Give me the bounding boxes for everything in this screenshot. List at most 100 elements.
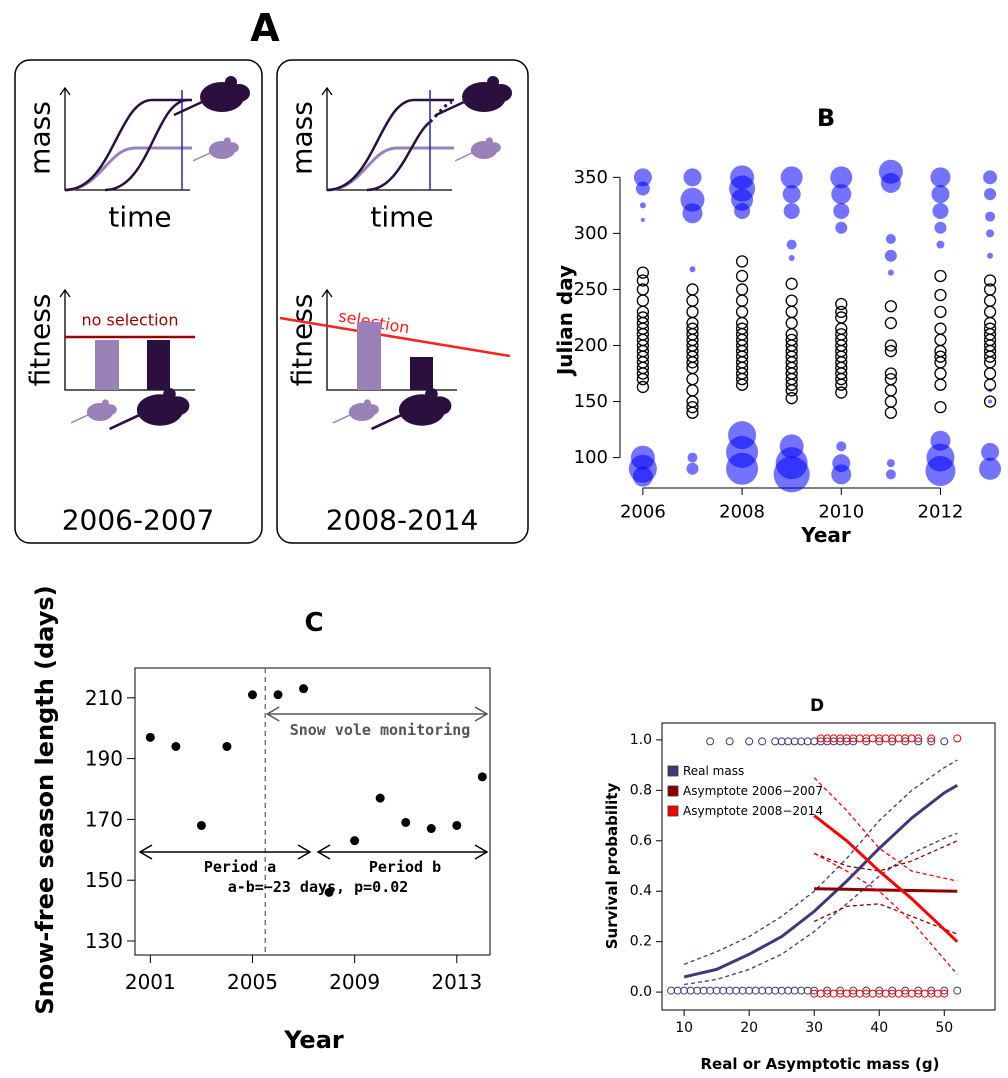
point: [983, 322, 997, 335]
bubble: [639, 202, 646, 209]
arrow-head: [59, 288, 71, 298]
rug-point: [777, 986, 786, 995]
point: [934, 322, 947, 335]
rug-point: [907, 734, 916, 743]
point: [785, 277, 798, 290]
mouse-ear: [223, 137, 231, 145]
point: [686, 384, 699, 397]
axis: [64, 290, 195, 391]
bubble: [786, 239, 797, 250]
period-label: 2008-2014: [326, 504, 479, 537]
bubble: [682, 203, 703, 224]
point: [196, 820, 206, 830]
point: [686, 305, 699, 319]
rug-point: [764, 986, 773, 995]
rug-point: [855, 734, 864, 743]
point: [983, 274, 997, 287]
rug-point: [862, 737, 871, 746]
point: [785, 294, 798, 307]
axis-label: time: [370, 201, 433, 234]
bubble: [773, 456, 810, 493]
mouse-icon: [192, 137, 239, 162]
rug-point: [725, 986, 734, 995]
point: [884, 384, 898, 397]
y-tick-label: 100: [574, 447, 608, 468]
bubble: [987, 252, 994, 259]
panel-frame: [276, 59, 529, 544]
y-tick-label: 250: [574, 279, 608, 300]
y-tick-label: 350: [574, 167, 608, 188]
mouse-ear: [363, 399, 371, 407]
point: [934, 269, 947, 283]
point: [983, 395, 997, 408]
mouse-tail: [192, 152, 211, 162]
mouse-ear: [101, 399, 109, 407]
point: [273, 690, 283, 700]
rug-point: [712, 986, 721, 995]
x-tick-label: 30: [805, 1020, 823, 1036]
point: [983, 305, 997, 319]
axis-label: mass: [286, 101, 319, 175]
point: [735, 269, 749, 283]
y-tick-label: 0.8: [630, 782, 652, 798]
rug-point: [745, 986, 754, 995]
confidence-line: [684, 832, 958, 986]
point: [983, 367, 997, 380]
rug-point: [758, 737, 767, 746]
mouse-icon: [109, 387, 190, 431]
y-tick-label: 200: [574, 335, 608, 356]
rug-point: [790, 737, 799, 746]
point: [686, 322, 699, 335]
point: [884, 372, 898, 386]
mouse-tail: [371, 414, 402, 431]
rug-point: [920, 989, 929, 998]
x-tick-label: 2009: [329, 970, 380, 994]
mouse-tail: [454, 152, 473, 162]
rug-point: [810, 737, 819, 746]
arrow-head: [59, 86, 71, 96]
mouse-ear: [425, 387, 438, 401]
point: [785, 316, 798, 330]
point: [934, 333, 947, 347]
mouse-icon: [454, 137, 501, 162]
rug-point: [862, 986, 871, 995]
bubble: [931, 185, 950, 204]
bubble: [934, 221, 947, 234]
point: [884, 406, 898, 419]
chart-title: B: [817, 104, 835, 132]
growth-curve: [104, 98, 189, 192]
x-tick-label: 50: [935, 1020, 953, 1036]
bubble: [687, 452, 698, 463]
axis-label: time: [108, 201, 171, 234]
rug-point: [738, 986, 747, 995]
mouse-icon: [371, 387, 452, 431]
rug-point: [855, 989, 864, 998]
bubble: [833, 202, 850, 219]
legend-swatch: [667, 765, 679, 777]
rug-point: [849, 986, 858, 995]
fitness-bar: [410, 357, 433, 390]
mouse-ear: [487, 76, 499, 88]
point: [884, 367, 898, 380]
mouse-icon: [70, 399, 117, 424]
point: [401, 817, 411, 827]
point: [452, 820, 462, 830]
rug-point: [725, 737, 734, 746]
point: [686, 294, 699, 307]
point: [835, 311, 848, 324]
annotation: Period b: [369, 858, 441, 876]
point: [934, 367, 947, 380]
fit-line: [813, 814, 959, 943]
mouse-ear: [485, 137, 493, 145]
rug-point: [907, 989, 916, 998]
rug-point: [784, 986, 793, 995]
rug-point: [706, 737, 715, 746]
bubble: [885, 233, 896, 244]
bubble: [686, 462, 699, 475]
mouse-ear: [225, 76, 237, 88]
bubble: [886, 459, 895, 468]
mouse-tail: [435, 100, 465, 117]
confidence-line: [813, 852, 958, 975]
